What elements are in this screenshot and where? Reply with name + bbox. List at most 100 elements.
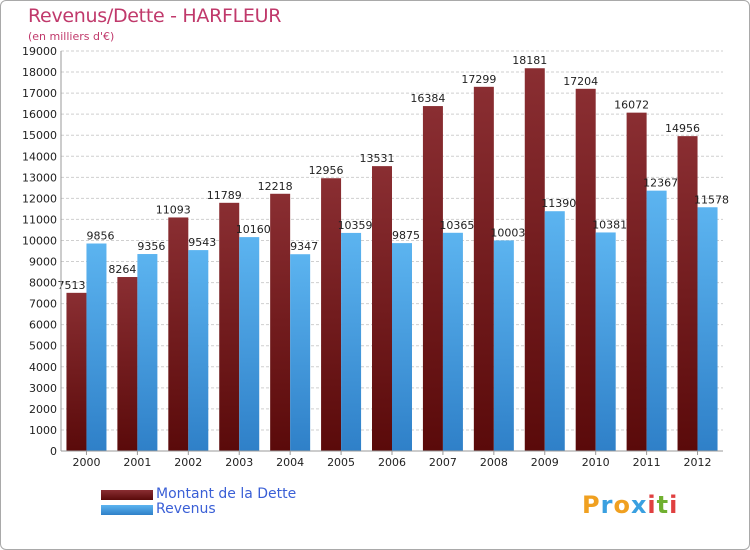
- legend-swatch-revenus: [101, 505, 153, 515]
- value-label-revenus: 11390: [541, 197, 576, 210]
- legend-label-revenus: Revenus: [156, 501, 216, 517]
- y-tick-label: 10000: [22, 234, 57, 247]
- value-label-revenus: 9347: [290, 240, 318, 253]
- bar-revenus: [646, 190, 667, 452]
- bar-revenus: [442, 232, 463, 451]
- value-label-dette: 7513: [57, 279, 85, 292]
- x-tick-label: 2010: [582, 456, 610, 469]
- y-tick-label: 6000: [29, 319, 57, 332]
- value-label-revenus: 10160: [236, 223, 271, 236]
- y-tick-label: 9000: [29, 256, 57, 269]
- value-label-revenus: 9875: [392, 229, 420, 242]
- bar-revenus: [595, 232, 616, 451]
- bar-revenus: [392, 243, 412, 451]
- y-tick-label: 8000: [29, 277, 57, 290]
- bar-dette: [168, 217, 189, 451]
- x-tick-label: 2001: [123, 456, 151, 469]
- bar-revenus: [188, 250, 209, 451]
- value-label-dette: 11789: [207, 189, 242, 202]
- logo-letter: t: [656, 491, 670, 519]
- y-tick-label: 12000: [22, 192, 57, 205]
- logo-letter: r: [600, 491, 614, 519]
- bar-dette: [117, 277, 138, 451]
- logo-letter: i: [647, 491, 657, 519]
- value-label-dette: 13531: [360, 152, 395, 165]
- bar-dette: [473, 86, 494, 452]
- x-tick-label: 2008: [480, 456, 508, 469]
- y-tick-label: 16000: [22, 108, 57, 121]
- y-tick-label: 0: [50, 445, 57, 458]
- bar-dette: [626, 112, 647, 452]
- bar-revenus: [493, 240, 514, 451]
- bar-revenus: [341, 232, 362, 451]
- bar-dette: [219, 202, 240, 451]
- value-label-dette: 16072: [614, 99, 649, 112]
- bar-dette: [372, 166, 392, 451]
- x-tick-label: 2011: [633, 456, 661, 469]
- value-label-dette: 16384: [410, 92, 445, 105]
- x-tick-label: 2003: [225, 456, 253, 469]
- bar-dette: [524, 68, 545, 452]
- bar-dette: [321, 178, 342, 451]
- x-tick-label: 2004: [276, 456, 304, 469]
- value-label-dette: 14956: [665, 122, 700, 135]
- x-tick-label: 2005: [327, 456, 355, 469]
- bar-revenus: [544, 211, 565, 451]
- y-tick-label: 17000: [22, 87, 57, 100]
- chart-title: Revenus/Dette - HARFLEUR: [28, 5, 282, 27]
- legend-swatch-dette: [101, 490, 153, 500]
- value-label-revenus: 9856: [86, 230, 114, 243]
- value-label-revenus: 10003: [490, 226, 525, 239]
- y-tick-label: 15000: [22, 129, 57, 142]
- y-tick-label: 7000: [29, 298, 57, 311]
- bar-dette: [422, 106, 443, 452]
- y-tick-label: 2000: [29, 403, 57, 416]
- bar-revenus: [137, 254, 158, 451]
- y-tick-label: 19000: [22, 45, 57, 58]
- logo-letter: x: [630, 491, 648, 519]
- bar-revenus: [290, 254, 311, 451]
- y-tick-label: 13000: [22, 171, 57, 184]
- y-tick-label: 1000: [29, 424, 57, 437]
- y-tick-label: 3000: [29, 382, 57, 395]
- y-tick-label: 5000: [29, 340, 57, 353]
- bar-dette: [575, 88, 596, 452]
- value-label-revenus: 9543: [188, 236, 216, 249]
- bars-layer: [66, 68, 718, 452]
- x-tick-label: 2006: [378, 456, 406, 469]
- axis-layer: 0 1000 2000 3000 4000 5000 6000 7000 8000 9000 100…: [22, 45, 723, 469]
- y-tick-label: 11000: [22, 213, 57, 226]
- bar-dette: [270, 193, 291, 452]
- legend-label-dette: Montant de la Dette: [156, 486, 297, 502]
- x-tick-label: 2002: [174, 456, 202, 469]
- bar-revenus: [697, 207, 718, 451]
- value-label-dette: 8264: [108, 263, 136, 276]
- bar-revenus: [86, 243, 107, 451]
- y-tick-label: 14000: [22, 150, 57, 163]
- y-tick-label: 4000: [29, 361, 57, 374]
- value-label-dette: 12218: [258, 180, 293, 193]
- x-tick-label: 2007: [429, 456, 457, 469]
- value-label-revenus: 10381: [592, 218, 627, 231]
- value-label-dette: 12956: [309, 164, 344, 177]
- chart-subtitle: (en milliers d'€): [28, 30, 115, 43]
- value-label-dette: 17299: [461, 73, 496, 86]
- value-label-dette: 18181: [512, 54, 547, 67]
- x-tick-label: 2000: [72, 456, 100, 469]
- value-label-revenus: 12367: [643, 177, 678, 190]
- y-tick-label: 18000: [22, 66, 57, 79]
- value-label-revenus: 10365: [439, 219, 474, 232]
- bar-dette: [66, 292, 87, 451]
- value-label-revenus: 10359: [338, 219, 373, 232]
- value-label-revenus: 11578: [694, 193, 729, 206]
- bar-dette: [677, 136, 698, 451]
- value-label-revenus: 9356: [137, 240, 165, 253]
- logo-letter: i: [669, 491, 679, 519]
- value-label-dette: 11093: [156, 203, 191, 216]
- x-tick-label: 2009: [531, 456, 559, 469]
- bar-revenus: [239, 237, 260, 451]
- value-label-dette: 17204: [563, 75, 598, 88]
